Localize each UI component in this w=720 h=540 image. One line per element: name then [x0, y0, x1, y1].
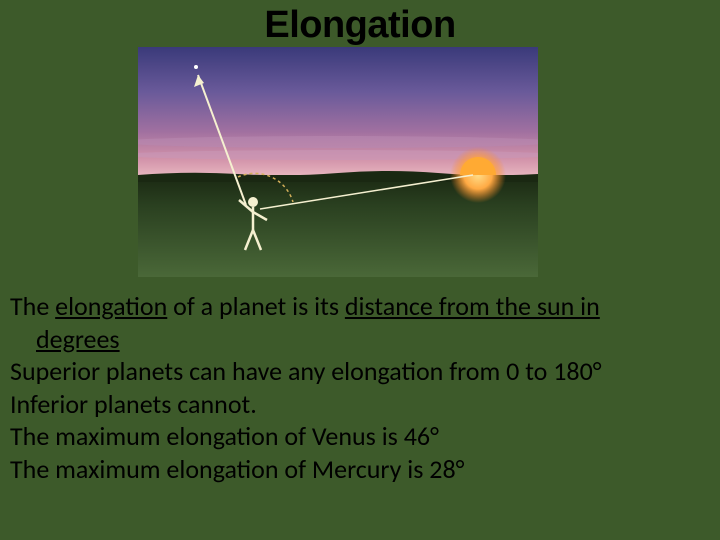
venus-line: The maximum elongation of Venus is 46°	[10, 420, 710, 453]
body-text: The elongation of a planet is its distan…	[10, 290, 710, 485]
text-fragment: of a planet is its	[167, 290, 345, 322]
superior-planets-line: Superior planets can have any elongation…	[10, 355, 710, 388]
slide: Elongation	[0, 0, 720, 540]
slide-title: Elongation	[0, 4, 720, 47]
inferior-planets-line: Inferior planets cannot.	[10, 388, 710, 421]
mercury-line: The maximum elongation of Mercury is 28°	[10, 453, 710, 486]
term-distance: distance from the sun in	[345, 290, 600, 322]
text-fragment: The	[10, 290, 55, 322]
definition-line: The elongation of a planet is its distan…	[10, 290, 710, 323]
term-elongation: elongation	[55, 290, 167, 322]
term-degrees: degrees	[36, 323, 120, 355]
definition-line-2: degrees	[10, 323, 710, 356]
elongation-illustration	[138, 47, 538, 277]
